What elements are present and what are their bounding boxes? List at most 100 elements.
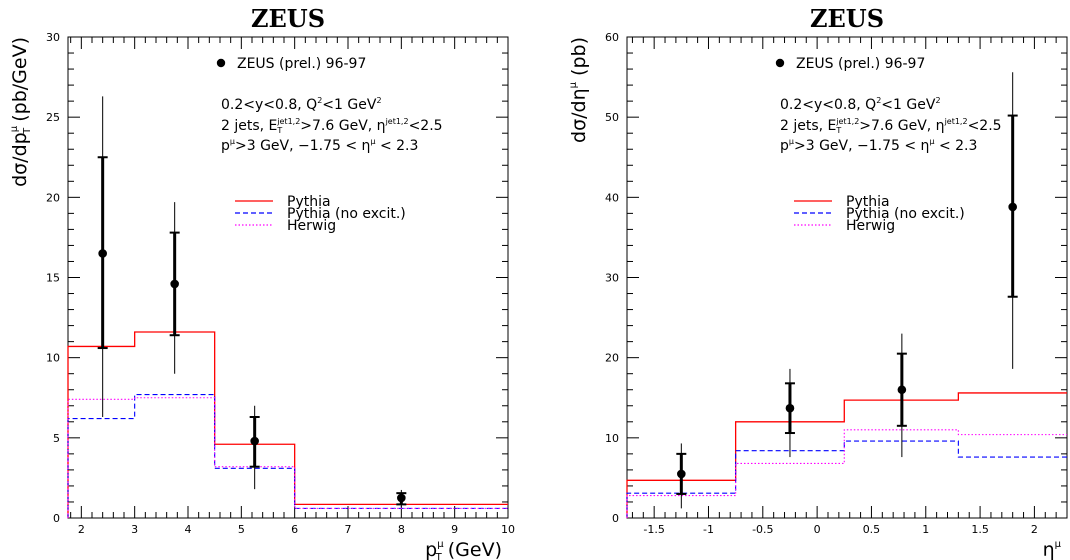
anno-sup: jet1,2: [835, 117, 859, 126]
chart-title: ZEUS: [251, 4, 325, 33]
anno-text: 2 jets, E: [780, 118, 836, 134]
y-tick-label: 60: [605, 31, 619, 44]
y-axis-label-sup: μ: [568, 81, 579, 88]
y-tick-label: 10: [46, 352, 60, 365]
anno-text: <1 GeV: [881, 97, 936, 113]
data-point: [397, 493, 406, 503]
legend-label: Pythia: [287, 194, 331, 210]
legend-label: Herwig: [287, 218, 336, 234]
mc-histogram-solid: [626, 392, 1067, 518]
anno-text: >7.6 GeV, η: [300, 118, 385, 134]
x-tick-label: -1.5: [643, 523, 664, 536]
mc-histogram-solid: [67, 331, 508, 518]
y-tick-label: 0: [53, 512, 60, 525]
x-tick-label: -1: [703, 523, 714, 536]
y-tick-label: 50: [605, 111, 619, 124]
anno-text: >3 GeV, −1.75 < η: [794, 138, 929, 154]
anno-sup: 2: [317, 96, 322, 105]
anno-sup: 2: [935, 96, 940, 105]
data-legend-marker: [216, 58, 226, 68]
x-tick-label: -0.5: [752, 523, 773, 536]
annotation-line-3: pμ>3 GeV, −1.75 < ημ < 2.3: [221, 137, 418, 154]
y-tick-label: 20: [46, 191, 60, 204]
data-legend-marker: [775, 58, 785, 68]
anno-sup: jet1,2: [385, 117, 409, 126]
anno-text: 0.2<y<0.8, Q: [221, 97, 317, 113]
y-axis-label-unit: (pb): [568, 37, 590, 82]
anno-sup: μ: [230, 137, 235, 146]
x-tick-label: 0: [814, 523, 821, 536]
legend-label: Pythia: [846, 194, 890, 210]
data-point: [785, 403, 795, 413]
x-tick-label: 2: [78, 523, 85, 536]
annotation-line-3: pμ>3 GeV, −1.75 < ημ < 2.3: [780, 137, 977, 154]
anno-sub: T: [835, 126, 841, 135]
y-axis-label-main: dσ/dη: [568, 88, 590, 143]
anno-text: 2 jets, E: [221, 118, 277, 134]
y-axis-label: dσ/dpμ T (pb/GeV): [9, 37, 33, 187]
x-tick-label: 7: [345, 523, 352, 536]
x-axis-label-main: η: [1043, 539, 1055, 560]
y-axis-label-sup: μ: [9, 125, 20, 132]
x-tick-label: 10: [501, 523, 515, 536]
y-tick-label: 30: [46, 31, 60, 44]
anno-text: p: [780, 138, 789, 154]
y-axis-label-unit: (pb/GeV): [9, 37, 31, 128]
y-axis-label-sub: T: [22, 127, 33, 135]
anno-text: <1 GeV: [322, 97, 377, 113]
data-point: [897, 385, 907, 395]
anno-sup: 2: [876, 96, 881, 105]
x-tick-label: 1: [922, 523, 929, 536]
x-tick-label: 1.5: [971, 523, 989, 536]
anno-sup: 2: [376, 96, 381, 105]
x-axis-label: ημ: [1043, 539, 1062, 560]
data-point: [1008, 202, 1017, 212]
anno-text: p: [221, 138, 230, 154]
x-tick-label: 6: [291, 523, 298, 536]
anno-text: >7.6 GeV, η: [859, 118, 944, 134]
x-axis-label: pμ T (GeV): [425, 539, 502, 560]
mc-histogram-dashed: [626, 440, 1067, 518]
anno-sub: T: [276, 126, 282, 135]
x-tick-label: 3: [131, 523, 138, 536]
y-tick-label: 15: [46, 272, 60, 285]
mc-histogram-dotted: [67, 397, 508, 518]
annotation-line-2: 2 jets, ETjet1,2>7.6 GeV, ηjet1,2<2.5: [780, 117, 1002, 135]
anno-sup: jet1,2: [944, 117, 968, 126]
anno-text: >3 GeV, −1.75 < η: [235, 138, 370, 154]
y-tick-label: 25: [46, 111, 60, 124]
data-point: [677, 469, 686, 479]
y-tick-label: 30: [605, 272, 619, 285]
x-tick-label: 2: [1031, 523, 1038, 536]
y-axis-label-main: dσ/dp: [9, 132, 31, 187]
y-tick-label: 20: [605, 352, 619, 365]
anno-sup: μ: [929, 137, 934, 146]
x-axis-label-sub: T: [435, 552, 443, 560]
annotation-line-1: 0.2<y<0.8, Q2<1 GeV2: [780, 96, 941, 113]
y-tick-label: 5: [53, 432, 60, 445]
anno-text: < 2.3: [376, 138, 419, 154]
anno-sup: jet1,2: [276, 117, 300, 126]
anno-text: < 2.3: [935, 138, 978, 154]
y-tick-label: 0: [612, 512, 619, 525]
annotation-line-2: 2 jets, ETjet1,2>7.6 GeV, ηjet1,2<2.5: [221, 117, 443, 135]
x-axis-label-unit: (GeV): [442, 539, 502, 560]
data-point: [170, 279, 179, 289]
y-axis-label: dσ/dημ (pb): [568, 37, 590, 143]
x-tick-label: 4: [185, 523, 192, 536]
annotation-line-1: 0.2<y<0.8, Q2<1 GeV2: [221, 96, 382, 113]
legend-label: Herwig: [846, 218, 895, 234]
data-point: [250, 436, 259, 446]
data-legend-label: ZEUS (prel.) 96-97: [796, 56, 925, 72]
anno-text: 0.2<y<0.8, Q: [780, 97, 876, 113]
anno-sup: μ: [789, 137, 794, 146]
y-tick-label: 10: [605, 432, 619, 445]
y-tick-label: 40: [605, 191, 619, 204]
data-legend-label: ZEUS (prel.) 96-97: [237, 56, 366, 72]
chart-title: ZEUS: [810, 4, 884, 33]
anno-text: <2.5: [409, 118, 443, 134]
x-tick-label: 9: [451, 523, 458, 536]
